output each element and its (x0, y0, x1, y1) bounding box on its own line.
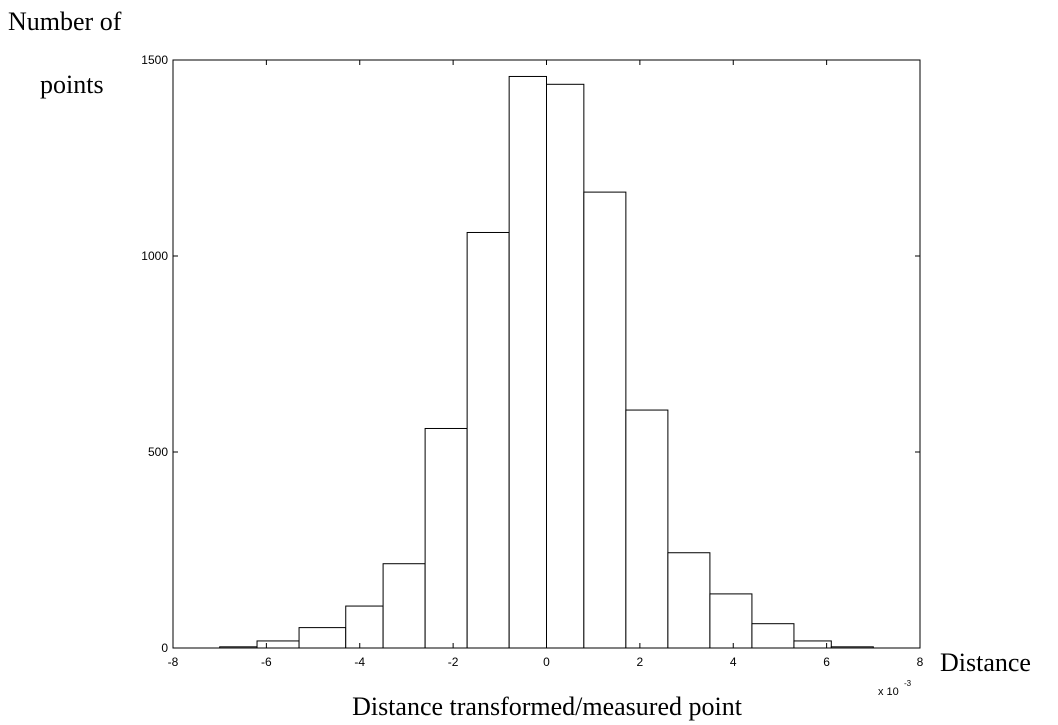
y-axis-label-line1: Number of (8, 7, 122, 36)
x-axis-multiplier-exponent: -3 (904, 679, 912, 688)
x-tick-label: 4 (730, 655, 737, 669)
x-tick-label: -2 (448, 655, 459, 669)
histogram-bar (345, 605, 384, 649)
histogram-bar (466, 231, 510, 649)
x-tick-label: -8 (168, 655, 179, 669)
x-tick-label: 6 (823, 655, 830, 669)
histogram-bar (583, 191, 627, 649)
x-axis-ticks: -8 -6 -4 -2 0 2 4 6 8 (168, 60, 924, 669)
x-tick-label: 2 (637, 655, 644, 669)
x-tick-label: 8 (917, 655, 924, 669)
y-tick-label: 0 (161, 641, 168, 655)
histogram-bar (382, 563, 426, 649)
x-axis-multiplier: x 10 (878, 686, 899, 698)
x-tick-label: 0 (543, 655, 550, 669)
histogram-bar (256, 640, 300, 649)
histogram-bar (667, 552, 711, 649)
histogram-bar (424, 427, 468, 649)
histogram-bar (751, 623, 795, 649)
y-axis-ticks: 0 500 1000 1500 (141, 53, 920, 655)
histogram-bar (508, 75, 547, 649)
y-axis-label-line2: points (40, 70, 104, 99)
histogram-bar (625, 409, 669, 649)
histogram-bar (793, 640, 832, 649)
x-axis-label: Distance transformed/measured point (352, 692, 743, 721)
histogram-bar (546, 83, 585, 649)
y-tick-label: 1000 (141, 249, 168, 263)
bars-group (219, 75, 874, 649)
y-tick-label: 1500 (141, 53, 168, 67)
x-axis-side-label: Distance (940, 648, 1031, 677)
y-tick-label: 500 (148, 445, 168, 459)
histogram-bar (709, 593, 753, 649)
x-tick-label: -6 (261, 655, 272, 669)
histogram-bar (298, 627, 347, 649)
x-tick-label: -4 (354, 655, 365, 669)
